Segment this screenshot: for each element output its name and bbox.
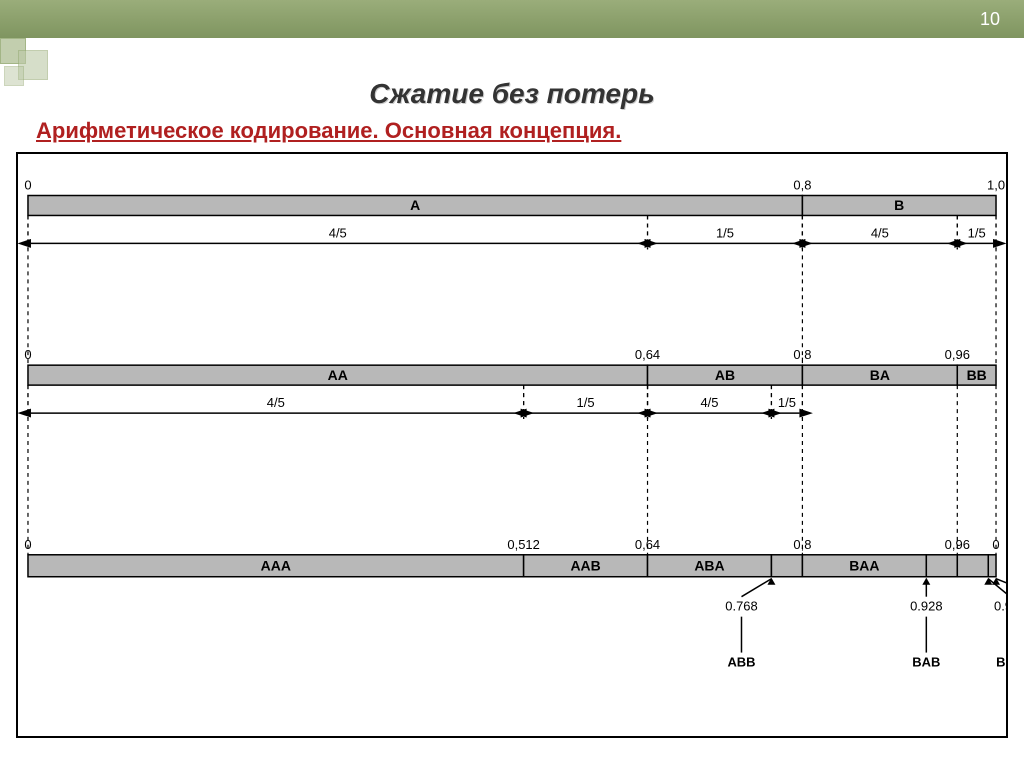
tick-label: 0 — [992, 537, 999, 552]
tick-label: 0 — [24, 178, 31, 193]
segment-label: BA — [870, 367, 890, 383]
arrowhead-icon — [922, 578, 930, 585]
callout-value: 0.992 — [994, 599, 1006, 614]
fraction-label: 1/5 — [577, 395, 595, 410]
callout-value: 0.928 — [910, 599, 942, 614]
fraction-label: 1/5 — [778, 395, 796, 410]
callout-code: ABB — [727, 655, 755, 670]
callout-code: BBA — [996, 655, 1006, 670]
segment — [957, 555, 988, 577]
page-number: 10 — [980, 9, 1000, 30]
segment-label: AB — [715, 367, 735, 383]
slide-top-bar: 10 — [0, 0, 1024, 38]
fraction-label: 1/5 — [716, 225, 734, 240]
tick-label: 1,0 — [987, 178, 1005, 193]
fraction-label: 4/5 — [267, 395, 285, 410]
segment-label: ABA — [694, 557, 724, 573]
callout-arrow — [741, 579, 771, 597]
diagram-svg: 00,81,0AB4/51/54/51/500,640,80,96AAABBAB… — [18, 154, 1006, 736]
tick-label: 0,512 — [507, 537, 539, 552]
segment-label: A — [410, 197, 420, 213]
callout-code: BAB — [912, 655, 940, 670]
tick-label: 0,8 — [793, 178, 811, 193]
segment-label: AA — [328, 367, 348, 383]
fraction-label: 4/5 — [700, 395, 718, 410]
tick-label: 0,8 — [793, 347, 811, 362]
tick-label: 0,8 — [793, 537, 811, 552]
tick-label: 0,64 — [635, 537, 660, 552]
fraction-label: 1/5 — [968, 225, 986, 240]
segment — [988, 555, 996, 577]
segment — [771, 555, 802, 577]
segment-label: B — [894, 197, 904, 213]
tick-label: 0 — [24, 347, 31, 362]
tick-label: 0 — [24, 537, 31, 552]
tick-label: 0,64 — [635, 347, 660, 362]
page-title: Сжатие без потерь — [0, 78, 1024, 110]
segment-label: BB — [967, 367, 987, 383]
page-subtitle: Арифметическое кодирование. Основная кон… — [36, 118, 621, 144]
segment-label: AAA — [261, 557, 291, 573]
fraction-label: 4/5 — [871, 225, 889, 240]
fraction-label: 4/5 — [329, 225, 347, 240]
arrowhead-icon — [992, 578, 1000, 585]
segment — [926, 555, 957, 577]
tick-label: 0,96 — [945, 347, 970, 362]
arithmetic-coding-diagram: 00,81,0AB4/51/54/51/500,640,80,96AAABBAB… — [16, 152, 1008, 738]
tick-label: 0,96 — [945, 537, 970, 552]
segment-label: BAA — [849, 557, 879, 573]
callout-value: 0.768 — [725, 599, 757, 614]
segment-label: AAB — [570, 557, 600, 573]
